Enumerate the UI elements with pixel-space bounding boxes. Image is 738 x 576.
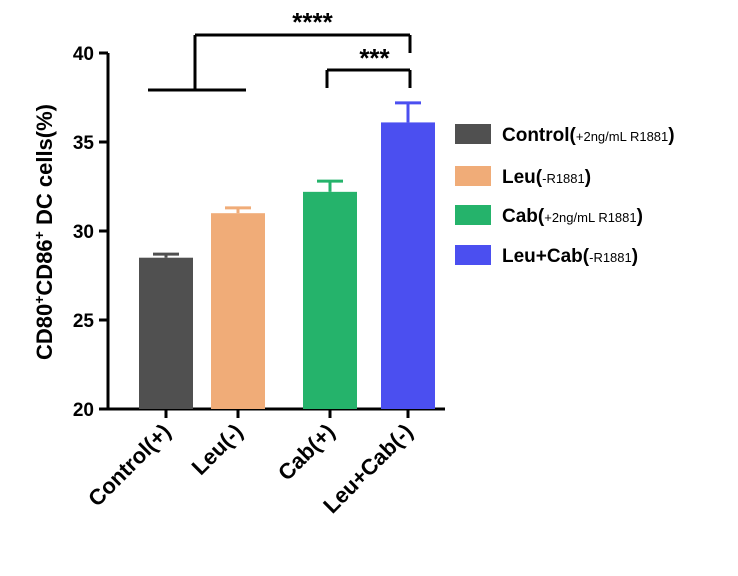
x-axis-labels: Control(+) Leu(-) Cab(+)Leu+Cab(-): [83, 409, 418, 518]
bars: [139, 122, 435, 410]
y-tick-label: 30: [73, 222, 94, 243]
y-tick-label: 20: [73, 400, 94, 421]
x-tick-label: Leu(-): [187, 419, 248, 480]
x-tick-label: Cab(+): [273, 419, 340, 486]
legend-entry: Cab(+2ng/mL R1881): [502, 206, 643, 227]
significance-label: ****: [292, 7, 333, 37]
bar-2: [303, 191, 357, 409]
legend: Control(+2ng/mL R1881) Leu(-R1881) Cab(+2n…: [455, 124, 675, 267]
legend-entry: Leu+Cab(-R1881): [502, 246, 638, 267]
legend-swatch: [455, 166, 491, 186]
legend-entry: Leu(-R1881): [502, 167, 591, 188]
y-axis-ticks: 20 25 30 35 40: [73, 44, 108, 421]
y-axis-label: CD80+CD86+ DC cells(%): [31, 104, 57, 360]
y-tick-label: 40: [73, 44, 94, 65]
bar-3: [381, 122, 435, 410]
y-tick-label: 25: [73, 311, 95, 332]
bar-1: [211, 213, 265, 409]
legend-swatch: [455, 205, 491, 225]
significance-brackets: *******: [148, 7, 412, 92]
legend-entry: Control(+2ng/mL R1881): [502, 125, 675, 146]
legend-swatch: [455, 245, 491, 265]
x-tick-label: Control(+): [83, 419, 175, 511]
bar-0: [139, 257, 193, 409]
y-tick-label: 35: [73, 133, 95, 154]
legend-swatch: [455, 124, 491, 144]
significance-label: ***: [359, 43, 390, 73]
error-bars: [153, 101, 421, 258]
